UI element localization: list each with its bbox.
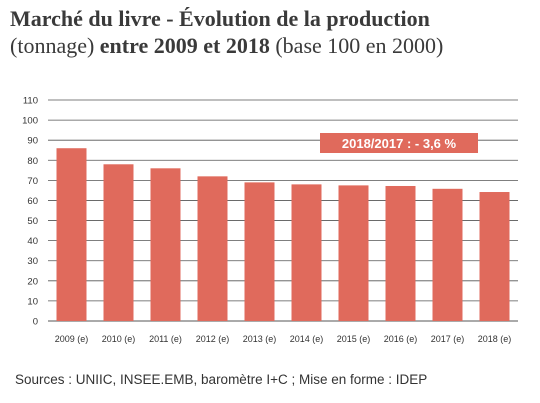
annotation-badge [320,133,478,153]
bar [56,148,87,321]
bar [291,184,322,321]
y-tick-label: 0 [33,317,38,328]
x-tick-label: 2012 (e) [196,334,230,344]
annotation-label: 2018/2017 : - 3,6 % [342,136,457,151]
x-tick-label: 2017 (e) [431,334,465,344]
chart-subtitle: (tonnage) entre 2009 et 2018 (base 100 e… [10,32,535,59]
x-tick-label: 2009 (e) [55,334,89,344]
x-tick-label: 2011 (e) [149,334,182,344]
y-tick-label: 70 [27,176,38,187]
y-axis-ticks: 0 10 20 30 40 50 60 70 80 90 100 110 [22,96,38,328]
y-tick-label: 40 [27,236,38,247]
y-tick-label: 50 [27,216,38,227]
x-tick-label: 2010 (e) [102,334,136,344]
x-tick-label: 2016 (e) [384,334,418,344]
x-tick-label: 2015 (e) [337,334,371,344]
y-tick-label: 90 [27,136,38,147]
subtitle-bold: entre 2009 et 2018 [99,33,270,58]
annotation: 2018/2017 : - 3,6 % [320,133,478,153]
x-tick-label: 2014 (e) [290,334,324,344]
y-tick-label: 80 [27,156,38,167]
source-note: Sources : UNIIC, INSEE.EMB, baromètre I+… [15,372,428,387]
y-tick-label: 10 [27,296,38,307]
bar [150,168,181,321]
bar [479,192,510,321]
chart-title: Marché du livre - Évolution de la produc… [10,6,430,31]
y-tick-label: 20 [27,276,38,287]
y-tick-label: 30 [27,256,38,267]
bar [244,182,275,321]
chart-title-block: Marché du livre - Évolution de la produc… [10,5,535,59]
x-tick-label: 2013 (e) [243,334,277,344]
x-axis-ticks: 2009 (e) 2010 (e) 2011 (e) 2012 (e) 2013 (e)… [55,334,512,344]
y-tick-label: 100 [22,116,38,127]
y-tick-label: 110 [23,96,38,107]
x-tick-label: 2018 (e) [478,334,512,344]
bar [385,185,416,321]
bar [432,188,463,321]
bars [56,148,510,321]
subtitle-close: (base 100 en 2000) [275,33,444,58]
bar [197,176,228,321]
y-tick-label: 60 [27,196,38,207]
subtitle-open: (tonnage) [10,33,95,58]
bar [338,185,369,321]
bar [103,164,134,321]
